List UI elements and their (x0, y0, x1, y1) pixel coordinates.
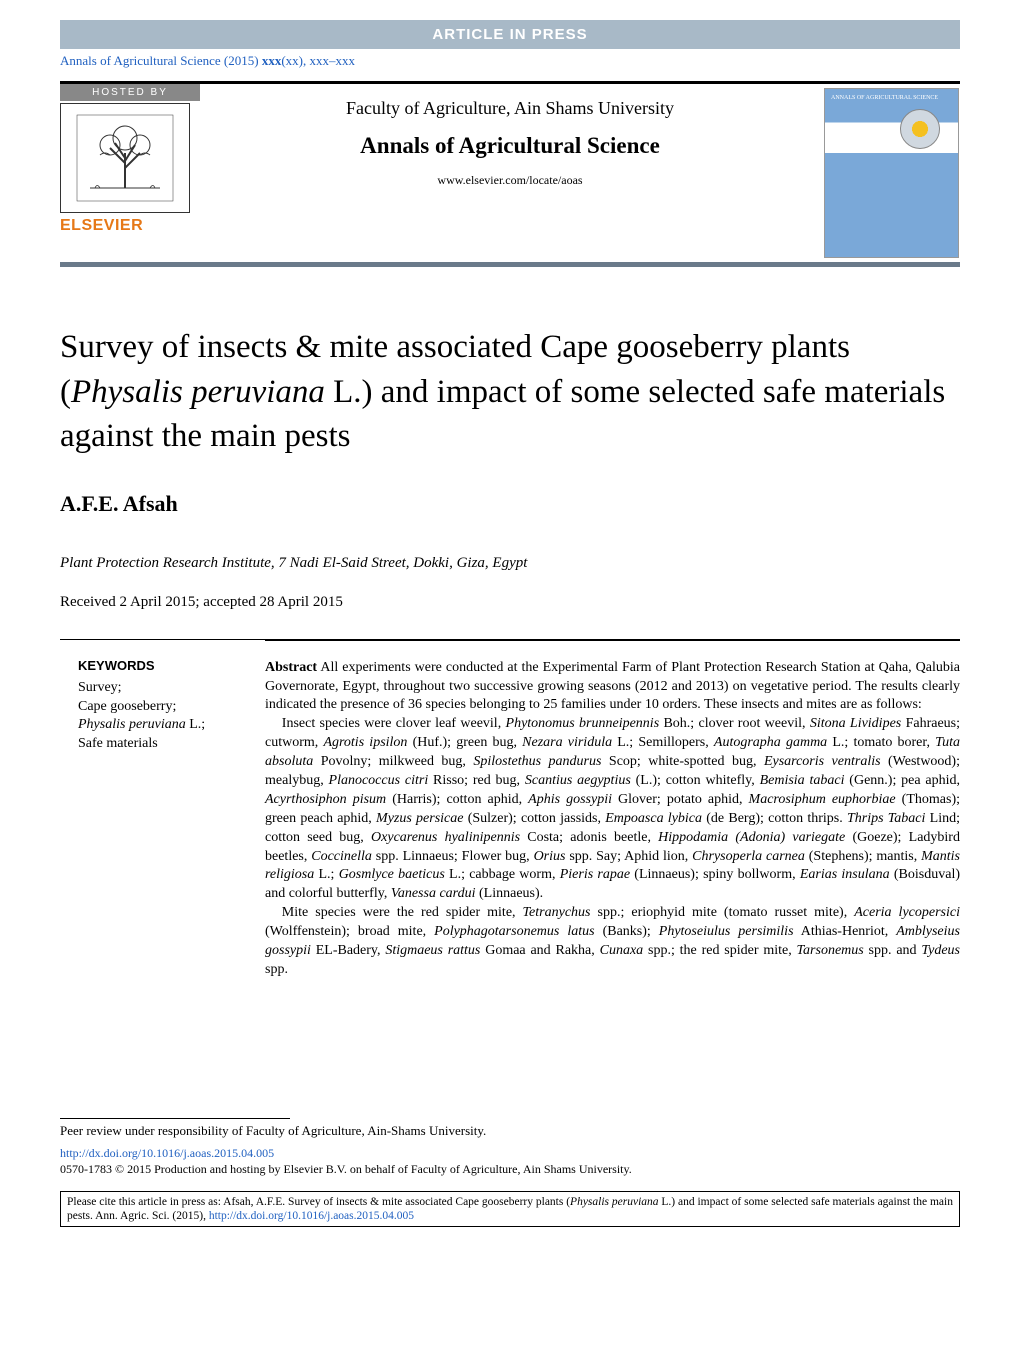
author-affiliation: Plant Protection Research Institute, 7 N… (60, 555, 960, 572)
footer-divider (60, 1118, 290, 1119)
abstract-text: Abstract All experiments were conducted … (265, 659, 960, 980)
cover-badge-icon (900, 109, 940, 149)
citation-suffix: (xx), xxx–xxx (281, 53, 355, 68)
elsevier-tree-logo (60, 103, 190, 213)
cover-label-text: ANNALS OF AGRICULTURAL SCIENCE (831, 95, 938, 102)
abstract-column: Abstract All experiments were conducted … (265, 640, 960, 998)
article-dates: Received 2 April 2015; accepted 28 April… (60, 594, 960, 611)
abstract-p2: Insect species were clover leaf weevil, … (265, 715, 960, 904)
doi-link[interactable]: http://dx.doi.org/10.1016/j.aoas.2015.04… (60, 1146, 960, 1161)
abstract-keywords-row: KEYWORDS Survey;Cape gooseberry;Physalis… (60, 640, 960, 998)
journal-url[interactable]: www.elsevier.com/locate/aoas (210, 173, 810, 188)
article-title: Survey of insects & mite associated Cape… (60, 325, 960, 459)
hosted-by-badge: HOSTED BY (60, 84, 200, 101)
publisher-logo-column: HOSTED BY ELSEVIER (60, 84, 200, 262)
journal-cover-column: ANNALS OF AGRICULTURAL SCIENCE (820, 84, 960, 262)
keywords-list: Survey;Cape gooseberry;Physalis peruvian… (78, 679, 245, 755)
title-species: Physalis peruviana (71, 374, 325, 410)
keywords-column: KEYWORDS Survey;Cape gooseberry;Physalis… (60, 640, 265, 998)
abstract-p3: Mite species were the red spider mite, T… (265, 904, 960, 980)
copyright-line: 0570-1783 © 2015 Production and hosting … (60, 1162, 960, 1177)
tree-icon (75, 113, 175, 203)
article-in-press-banner: ARTICLE IN PRESS (60, 20, 960, 49)
cite-url-link[interactable]: http://dx.doi.org/10.1016/j.aoas.2015.04… (209, 1210, 414, 1222)
journal-title: Annals of Agricultural Science (210, 133, 810, 159)
cite-prefix: Please cite this article in press as: Af… (67, 1196, 570, 1208)
abstract-label: Abstract (265, 660, 317, 675)
citation-header: Annals of Agricultural Science (2015) xx… (60, 49, 960, 81)
elsevier-wordmark: ELSEVIER (60, 217, 200, 235)
citation-bold: xxx (262, 53, 282, 68)
citation-prefix: Annals of Agricultural Science (2015) (60, 53, 262, 68)
faculty-name: Faculty of Agriculture, Ain Shams Univer… (210, 98, 810, 119)
citation-box: Please cite this article in press as: Af… (60, 1191, 960, 1228)
journal-cover-thumbnail: ANNALS OF AGRICULTURAL SCIENCE (824, 88, 959, 258)
journal-info-column: Faculty of Agriculture, Ain Shams Univer… (200, 84, 820, 262)
title-block: Survey of insects & mite associated Cape… (60, 325, 960, 611)
keywords-heading: KEYWORDS (78, 658, 245, 673)
abstract-p1: All experiments were conducted at the Ex… (265, 660, 960, 713)
cite-species: Physalis peruviana (570, 1196, 658, 1208)
author-name: A.F.E. Afsah (60, 491, 960, 517)
peer-review-note: Peer review under responsibility of Facu… (60, 1123, 960, 1140)
journal-header: HOSTED BY ELSEVIER Faculty of Agricultur… (60, 81, 960, 267)
